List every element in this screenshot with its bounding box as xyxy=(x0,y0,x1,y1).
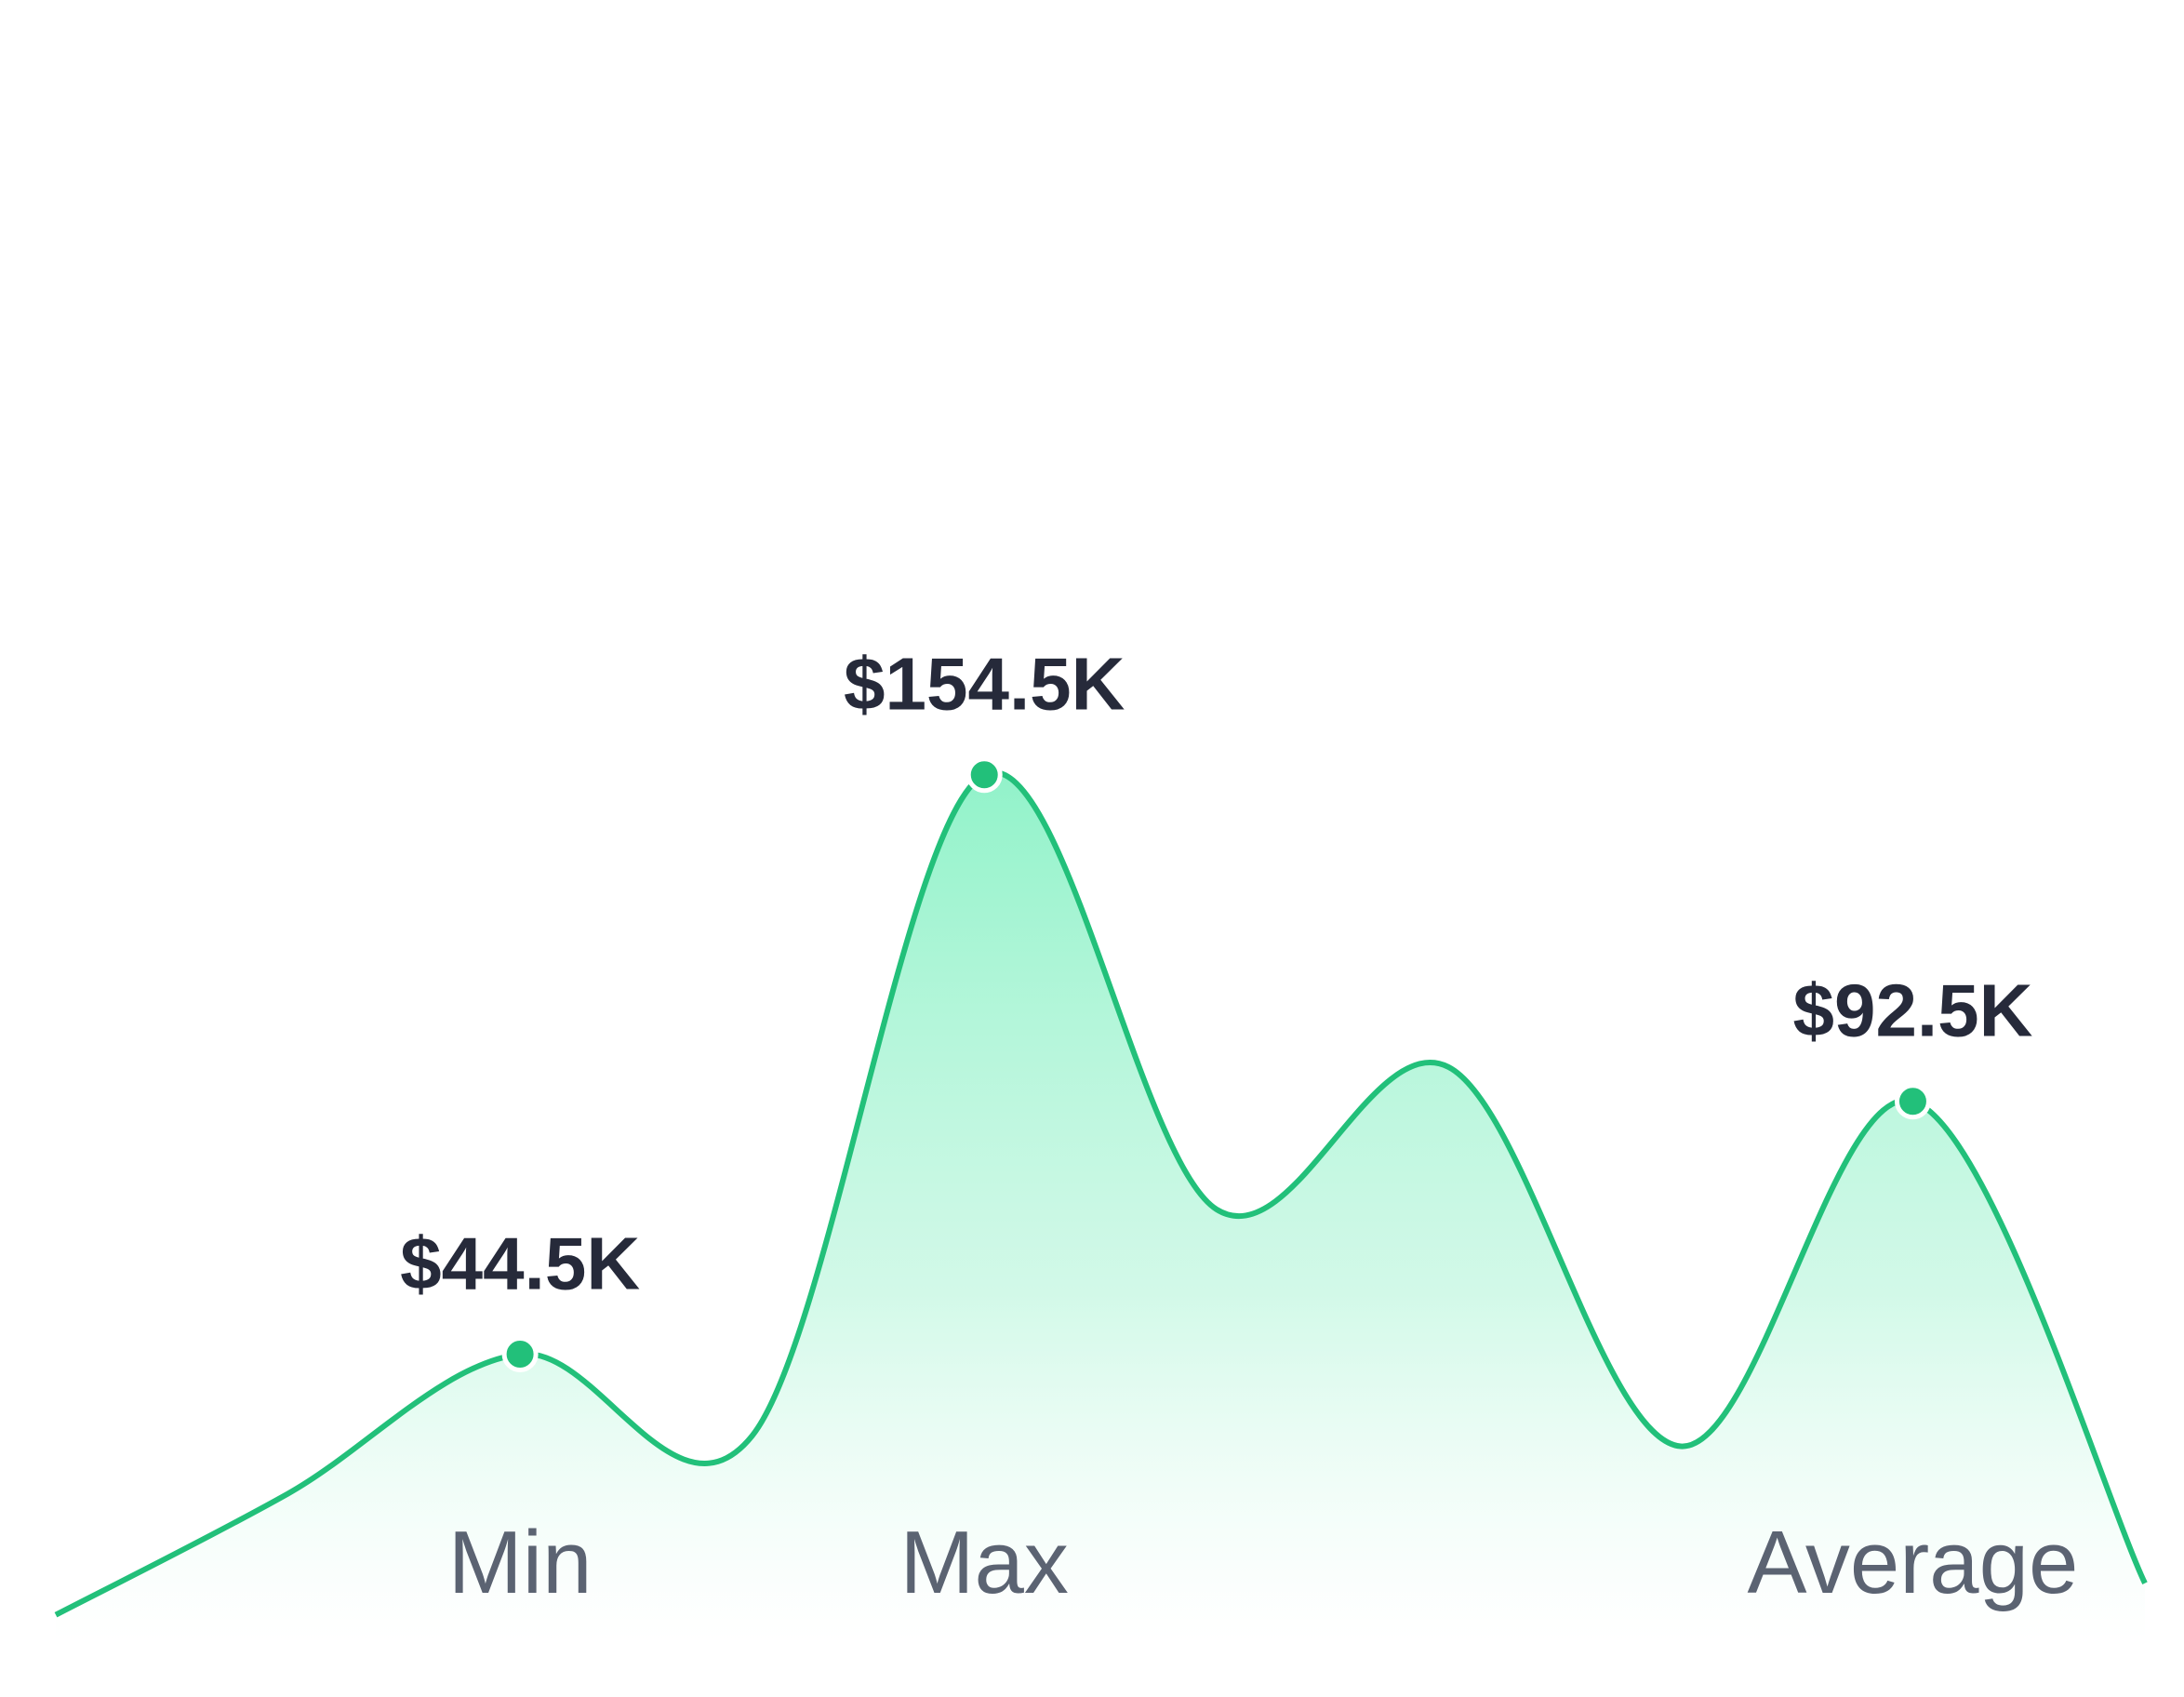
x-tick-label: Average xyxy=(1748,1513,2079,1612)
area-fill xyxy=(56,772,2145,1641)
point xyxy=(965,756,1003,794)
point xyxy=(501,1335,539,1372)
x-tick-label: Min xyxy=(448,1513,593,1612)
value-label: $44.5K xyxy=(400,1222,640,1304)
value-label: $154.5K xyxy=(844,643,1125,726)
x-tick-label: Max xyxy=(900,1513,1069,1612)
value-label: $92.5K xyxy=(1792,969,2032,1052)
point xyxy=(1894,1083,1931,1120)
